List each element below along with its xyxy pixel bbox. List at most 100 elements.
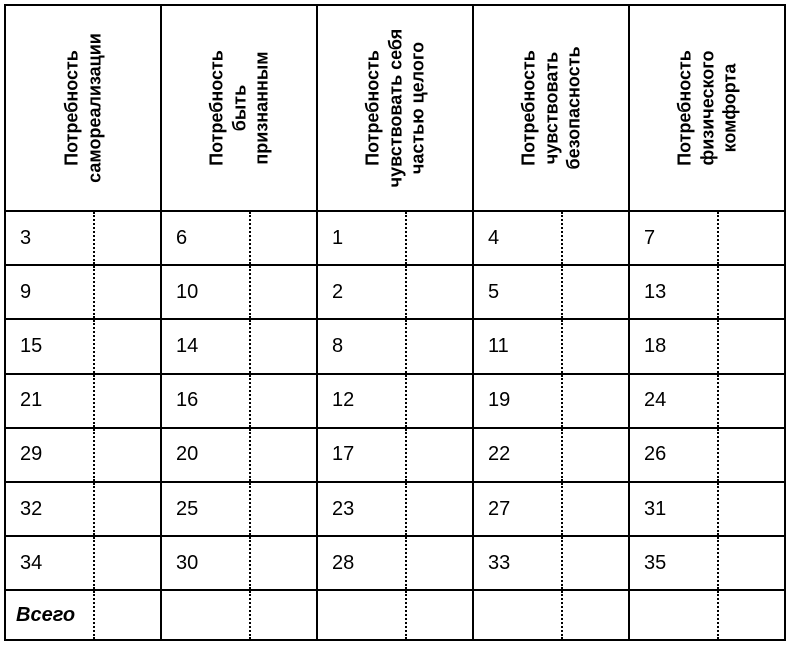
table-row: 15 14 8 11 18 bbox=[5, 319, 785, 373]
cell-value: 7 bbox=[630, 212, 719, 264]
total-blank bbox=[318, 591, 407, 639]
cell-value: 15 bbox=[6, 320, 95, 372]
col-header-2: Потребностьчувствовать себячастью целого bbox=[317, 5, 473, 211]
table-row: 21 16 12 19 24 bbox=[5, 374, 785, 428]
cell-value: 9 bbox=[6, 266, 95, 318]
cell-blank bbox=[719, 212, 784, 264]
cell-value: 19 bbox=[474, 375, 563, 427]
header-row: Потребностьсамореализации Потребностьбыт… bbox=[5, 5, 785, 211]
cell-blank bbox=[251, 266, 316, 318]
col-header-0: Потребностьсамореализации bbox=[5, 5, 161, 211]
col-header-3: Потребностьчувствоватьбезопасность bbox=[473, 5, 629, 211]
cell-value: 35 bbox=[630, 537, 719, 589]
cell-value: 23 bbox=[318, 483, 407, 535]
cell-blank bbox=[719, 375, 784, 427]
cell-blank bbox=[251, 483, 316, 535]
col-header-3-label: Потребностьчувствоватьбезопасность bbox=[517, 13, 585, 203]
cell-blank bbox=[251, 537, 316, 589]
table-row: 34 30 28 33 35 bbox=[5, 536, 785, 590]
cell-value: 28 bbox=[318, 537, 407, 589]
col-header-0-label: Потребностьсамореализации bbox=[61, 13, 106, 203]
needs-table-container: Потребностьсамореализации Потребностьбыт… bbox=[0, 0, 790, 645]
total-blank bbox=[251, 591, 316, 639]
total-blank bbox=[563, 591, 628, 639]
cell-value: 16 bbox=[162, 375, 251, 427]
cell-blank bbox=[95, 537, 160, 589]
table-row: 32 25 23 27 31 bbox=[5, 482, 785, 536]
cell-value: 25 bbox=[162, 483, 251, 535]
cell-blank bbox=[95, 375, 160, 427]
total-blank bbox=[162, 591, 251, 639]
table-row: 9 10 2 5 13 bbox=[5, 265, 785, 319]
cell-value: 33 bbox=[474, 537, 563, 589]
cell-blank bbox=[563, 537, 628, 589]
cell-blank bbox=[719, 266, 784, 318]
total-blank bbox=[474, 591, 563, 639]
cell-value: 17 bbox=[318, 429, 407, 481]
cell-blank bbox=[563, 320, 628, 372]
needs-table: Потребностьсамореализации Потребностьбыт… bbox=[4, 4, 786, 641]
cell-blank bbox=[407, 375, 472, 427]
cell-value: 21 bbox=[6, 375, 95, 427]
cell-blank bbox=[563, 429, 628, 481]
total-label: Всего bbox=[6, 591, 95, 639]
cell-value: 11 bbox=[474, 320, 563, 372]
cell-blank bbox=[407, 266, 472, 318]
cell-value: 22 bbox=[474, 429, 563, 481]
cell-blank bbox=[407, 537, 472, 589]
total-blank bbox=[630, 591, 719, 639]
cell-value: 29 bbox=[6, 429, 95, 481]
cell-value: 6 bbox=[162, 212, 251, 264]
cell-value: 14 bbox=[162, 320, 251, 372]
cell-blank bbox=[95, 212, 160, 264]
cell-blank bbox=[563, 266, 628, 318]
cell-blank bbox=[407, 483, 472, 535]
cell-blank bbox=[719, 483, 784, 535]
cell-blank bbox=[563, 375, 628, 427]
cell-value: 3 bbox=[6, 212, 95, 264]
cell-blank bbox=[719, 320, 784, 372]
col-header-2-label: Потребностьчувствовать себячастью целого bbox=[361, 13, 429, 203]
cell-blank bbox=[719, 537, 784, 589]
cell-value: 20 bbox=[162, 429, 251, 481]
col-header-4: Потребностьфизическогокомфорта bbox=[629, 5, 785, 211]
total-blank bbox=[95, 591, 160, 639]
cell-value: 27 bbox=[474, 483, 563, 535]
table-row: 29 20 17 22 26 bbox=[5, 428, 785, 482]
cell-value: 1 bbox=[318, 212, 407, 264]
cell-value: 32 bbox=[6, 483, 95, 535]
cell-value: 31 bbox=[630, 483, 719, 535]
cell-value: 13 bbox=[630, 266, 719, 318]
cell-value: 12 bbox=[318, 375, 407, 427]
cell-value: 26 bbox=[630, 429, 719, 481]
total-blank bbox=[407, 591, 472, 639]
cell-blank bbox=[407, 320, 472, 372]
cell-value: 34 bbox=[6, 537, 95, 589]
cell-value: 8 bbox=[318, 320, 407, 372]
cell-value: 30 bbox=[162, 537, 251, 589]
cell-blank bbox=[251, 375, 316, 427]
cell-blank bbox=[95, 483, 160, 535]
cell-blank bbox=[95, 266, 160, 318]
cell-value: 18 bbox=[630, 320, 719, 372]
cell-blank bbox=[407, 429, 472, 481]
table-body: 3 6 1 4 7 9 10 2 5 13 15 14 8 11 18 21 bbox=[5, 211, 785, 640]
cell-value: 10 bbox=[162, 266, 251, 318]
cell-blank bbox=[251, 320, 316, 372]
cell-blank bbox=[95, 429, 160, 481]
total-blank bbox=[719, 591, 784, 639]
cell-value: 4 bbox=[474, 212, 563, 264]
cell-blank bbox=[251, 429, 316, 481]
cell-blank bbox=[95, 320, 160, 372]
cell-value: 2 bbox=[318, 266, 407, 318]
cell-blank bbox=[719, 429, 784, 481]
col-header-1: Потребностьбытьпризнанным bbox=[161, 5, 317, 211]
table-row: 3 6 1 4 7 bbox=[5, 211, 785, 265]
col-header-1-label: Потребностьбытьпризнанным bbox=[205, 13, 273, 203]
cell-blank bbox=[407, 212, 472, 264]
total-row: Всего bbox=[5, 590, 785, 640]
cell-blank bbox=[563, 212, 628, 264]
col-header-4-label: Потребностьфизическогокомфорта bbox=[673, 13, 741, 203]
cell-value: 24 bbox=[630, 375, 719, 427]
cell-blank bbox=[563, 483, 628, 535]
